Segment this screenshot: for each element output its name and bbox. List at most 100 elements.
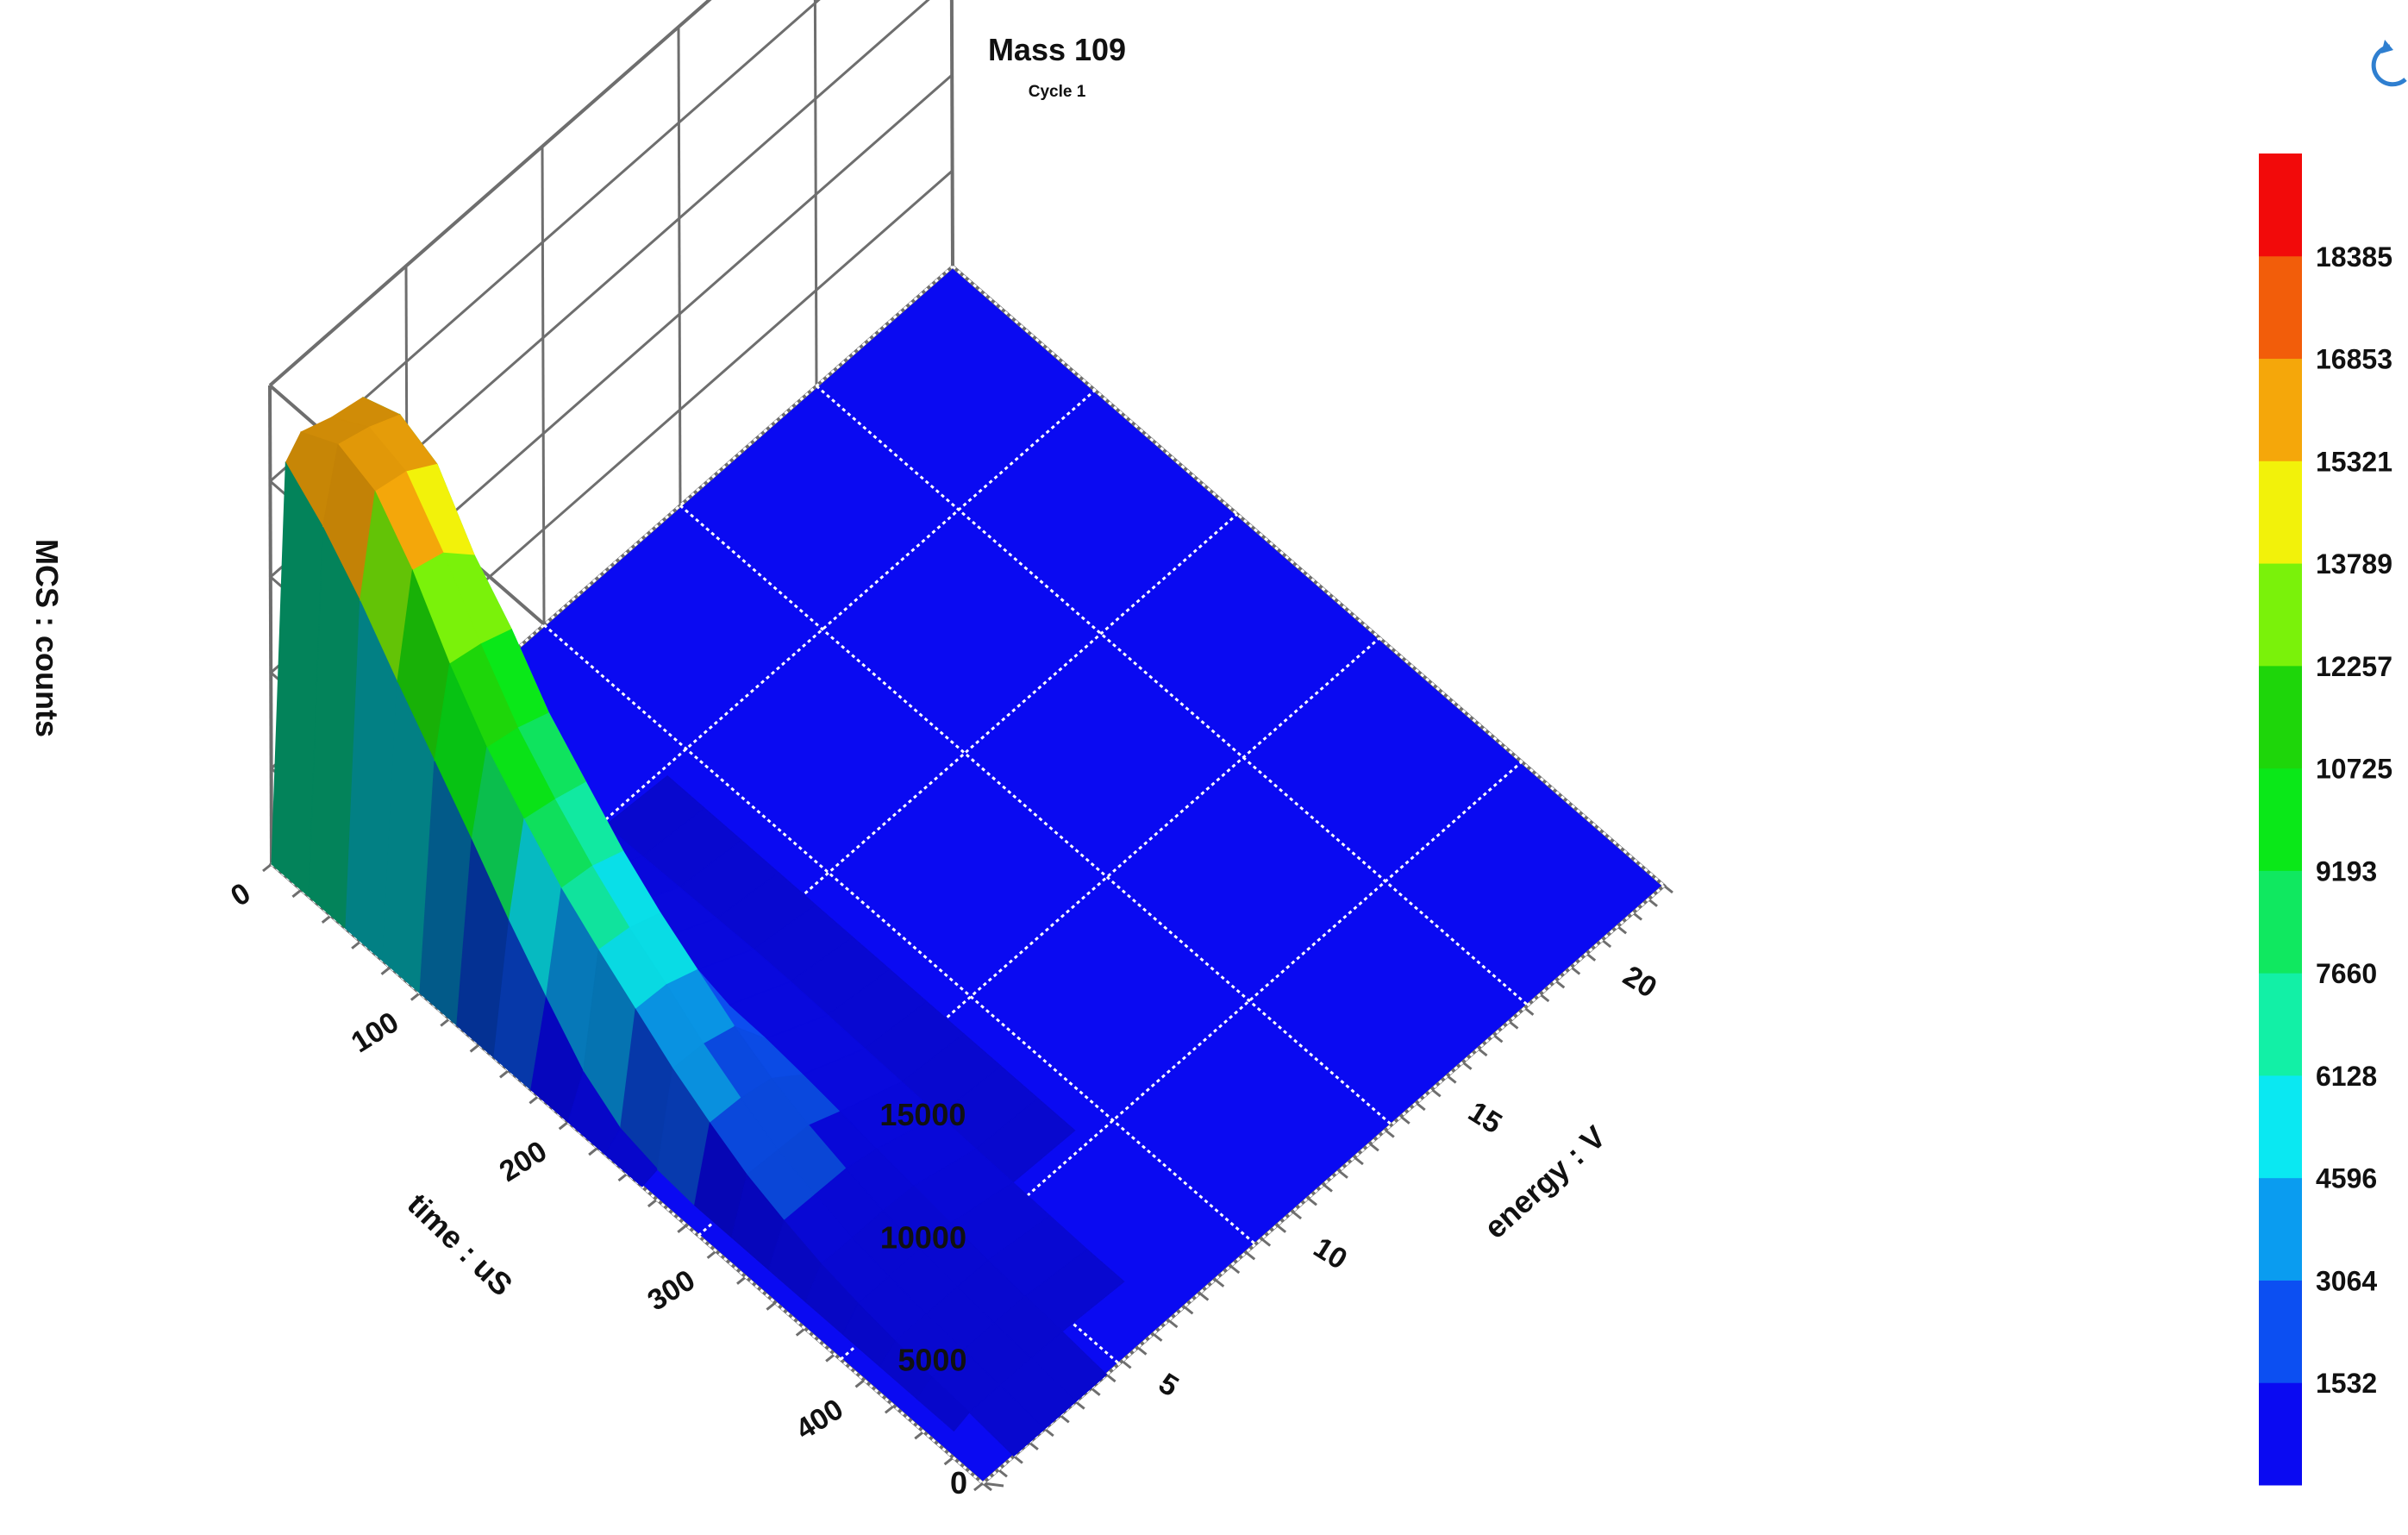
colorbar-segment (2259, 255, 2302, 360)
t-tick-mark (499, 1069, 510, 1079)
t-tick-mark (440, 1018, 451, 1027)
e-tick-mark (1570, 966, 1581, 975)
floor-grid-line (982, 884, 1665, 1485)
surface-mesh (271, 396, 1125, 1457)
e-tick-mark (1152, 1332, 1163, 1342)
y-tick-label: 300 (642, 1263, 701, 1317)
e-tick-mark (1353, 1156, 1364, 1166)
colorbar-tick-label: 16853 (2316, 344, 2392, 375)
e-tick-mark (1663, 884, 1673, 894)
t-tick-mark (410, 992, 421, 1001)
x-tick-label: 10 (1308, 1231, 1353, 1276)
y-axis-label: time : uS (401, 1186, 520, 1302)
surface-facet (968, 1384, 1046, 1457)
y-tick-label: 200 (494, 1135, 553, 1188)
colorbar-tick-label: 10725 (2316, 754, 2392, 785)
e-tick-mark (1477, 1047, 1488, 1057)
e-tick-mark (1601, 938, 1612, 949)
e-tick-mark (1446, 1074, 1457, 1084)
e-tick-mark (1090, 1387, 1101, 1396)
t-tick-mark (262, 862, 272, 873)
e-tick-mark (1136, 1346, 1148, 1356)
t-tick-mark (706, 1250, 717, 1259)
t-tick-mark (380, 966, 391, 975)
colorbar: 1532 3064 4596 6128 7660 9193 10725 12257 13789 1… (2259, 154, 2392, 1486)
z-tick-label: 15000 (879, 1097, 966, 1132)
colorbar-tick-label: 1532 (2316, 1368, 2377, 1399)
colorbar-tick-label: 3064 (2316, 1265, 2377, 1296)
t-tick-mark (825, 1353, 836, 1363)
colorbar-tick-label: 13789 (2316, 548, 2392, 580)
e-tick-mark (1492, 1034, 1504, 1043)
e-tick-mark (1059, 1414, 1070, 1424)
e-tick-mark (1368, 1143, 1379, 1152)
z-tick-label: 5000 (898, 1343, 966, 1378)
e-tick-mark (1430, 1088, 1442, 1098)
refresh-icon[interactable] (2371, 40, 2407, 87)
t-tick-mark (291, 888, 303, 899)
colorbar-segment (2259, 460, 2302, 564)
e-tick-mark (982, 1482, 992, 1492)
t-tick-mark (884, 1405, 895, 1414)
e-tick-mark (1214, 1278, 1225, 1288)
colorbar-tick-label: 15321 (2316, 446, 2392, 477)
e-tick-mark (1554, 980, 1566, 989)
e-tick-mark (1586, 952, 1597, 962)
z-tick-label: 0 (950, 1465, 967, 1501)
plot-floor (268, 264, 1667, 1486)
colorbar-segment (2259, 1382, 2302, 1486)
colorbar-tick-label: 4596 (2316, 1163, 2377, 1194)
colorbar-tick-label: 18385 (2316, 241, 2392, 273)
e-tick-mark (1043, 1427, 1054, 1438)
wall-grid-line (813, 0, 818, 386)
floor-grid-line (816, 385, 1529, 1006)
x-tick-label: 15 (1462, 1095, 1507, 1140)
t-tick-mark (943, 1456, 954, 1466)
e-tick-mark (1461, 1061, 1473, 1070)
colorbar-tick-label: 6128 (2316, 1061, 2377, 1092)
e-tick-mark (1028, 1441, 1039, 1450)
t-tick-mark (321, 914, 332, 924)
colorbar-segment (2259, 1074, 2302, 1179)
wall-grid-line (950, 0, 954, 267)
t-tick-mark (529, 1095, 540, 1105)
e-tick-mark (1198, 1292, 1210, 1301)
colorbar-tick-label: 7660 (2316, 958, 2377, 989)
e-tick-mark (1415, 1101, 1426, 1112)
t-tick-mark (766, 1301, 777, 1311)
t-tick-mark (647, 1198, 658, 1208)
e-tick-mark (1121, 1360, 1132, 1369)
t-tick-mark (795, 1327, 806, 1337)
floor-grid-line (679, 504, 1392, 1126)
t-tick-mark (617, 1172, 629, 1182)
colorbar-segment (2259, 870, 2302, 974)
wall-grid-line (269, 0, 821, 483)
colorbar-segment (2259, 358, 2302, 461)
e-tick-mark (1617, 925, 1628, 935)
e-tick-mark (1012, 1455, 1023, 1464)
wall-grid-line (268, 385, 273, 865)
x-tick-label: 5 (1153, 1367, 1184, 1403)
wall-grid-line (541, 146, 546, 625)
colorbar-segment (2259, 563, 2302, 667)
y-tick-label: 400 (790, 1393, 848, 1446)
e-tick-mark (1229, 1264, 1241, 1275)
colorbar-segment (2259, 154, 2302, 257)
colorbar-segment (2259, 973, 2302, 1076)
e-tick-mark (1307, 1197, 1317, 1206)
e-tick-mark (1384, 1129, 1395, 1138)
e-tick-mark (1338, 1169, 1348, 1179)
t-tick-mark (854, 1379, 866, 1388)
e-tick-mark (1632, 912, 1643, 921)
t-tick-mark (973, 1482, 984, 1492)
e-tick-mark (1648, 898, 1658, 907)
wall-grid-line (677, 27, 682, 506)
t-tick-mark (558, 1120, 569, 1131)
floor-grid-line (952, 265, 1665, 887)
t-tick-mark (736, 1275, 747, 1285)
floor-grid-line (543, 623, 1256, 1245)
e-tick-mark (1323, 1183, 1333, 1193)
colorbar-tick-label: 12257 (2316, 651, 2392, 682)
floor-grid-line (697, 636, 1380, 1237)
